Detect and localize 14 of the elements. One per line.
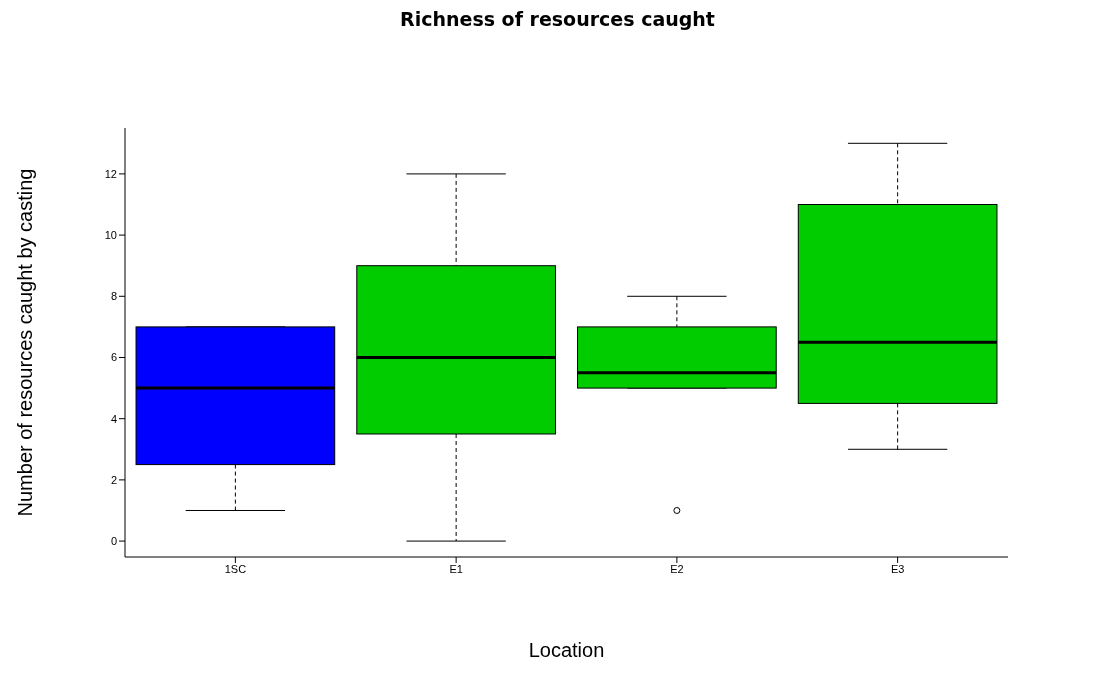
y-tick-label: 0 [110,534,117,547]
x-tick-label: E3 [890,562,905,575]
y-axis-title: Number of resources caught by casting [14,168,37,517]
y-tick-label: 6 [110,351,117,364]
x-axis-title: Location [528,639,605,661]
y-tick-label: 10 [104,229,117,241]
y-tick-label: 8 [110,290,117,303]
chart-title: Richness of resources caught [399,8,716,30]
y-tick-label: 2 [110,473,117,486]
y-tick-label: 12 [104,167,117,180]
x-tick-label: 1SC [224,562,247,575]
x-tick-label: E1 [449,562,463,575]
y-tick-label: 4 [110,412,117,425]
x-tick-label: E2 [670,562,684,575]
